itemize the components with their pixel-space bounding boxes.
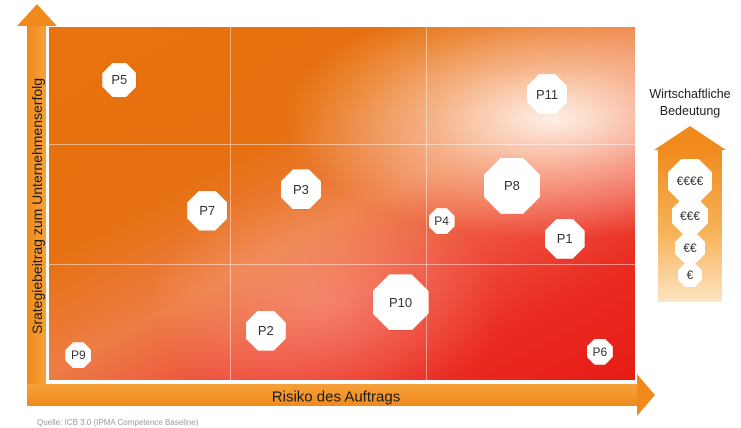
project-marker-p4: P4 [428,208,455,235]
project-marker-p1: P1 [544,218,585,259]
project-marker-p10: P10 [372,274,429,331]
project-marker-p6: P6 [586,338,613,365]
x-axis-arrow-head [637,374,655,416]
grid-horizontal-2 [49,264,635,265]
project-marker-p3: P3 [280,169,321,210]
legend-marker-level-1: € [678,263,702,287]
grid-vertical-1 [230,27,231,380]
project-marker-p7: P7 [187,190,228,231]
grid-horizontal-1 [49,144,635,145]
y-axis-arrow-head [17,4,57,26]
project-marker-p11: P11 [527,74,568,115]
legend-arrow-head [654,126,726,150]
legend-marker-level-2: €€ [675,233,705,263]
x-axis-label: Risiko des Auftrags [271,388,401,406]
y-axis-arrow-shaft [27,24,46,386]
project-marker-p8: P8 [483,157,540,214]
legend-marker-level-3: €€€ [672,198,708,234]
project-marker-p5: P5 [102,62,137,97]
legend-title: Wirtschaftliche Bedeutung [649,87,731,118]
project-marker-p2: P2 [245,310,286,351]
source-note: Quelle: ICB 3.0 (IPMA Competence Baselin… [37,418,199,427]
grid-vertical-2 [426,27,427,380]
legend-marker-level-4: €€€€ [668,159,712,203]
portfolio-matrix: P5 P11 P3 P8 P7 P4 P1 P10 P2 P9 P6 [49,27,635,380]
x-axis-arrow-shaft [27,384,639,406]
project-marker-p9: P9 [65,342,92,369]
y-axis-label: Srategiebeitrag zum Unternehmenserfolg [29,77,45,335]
